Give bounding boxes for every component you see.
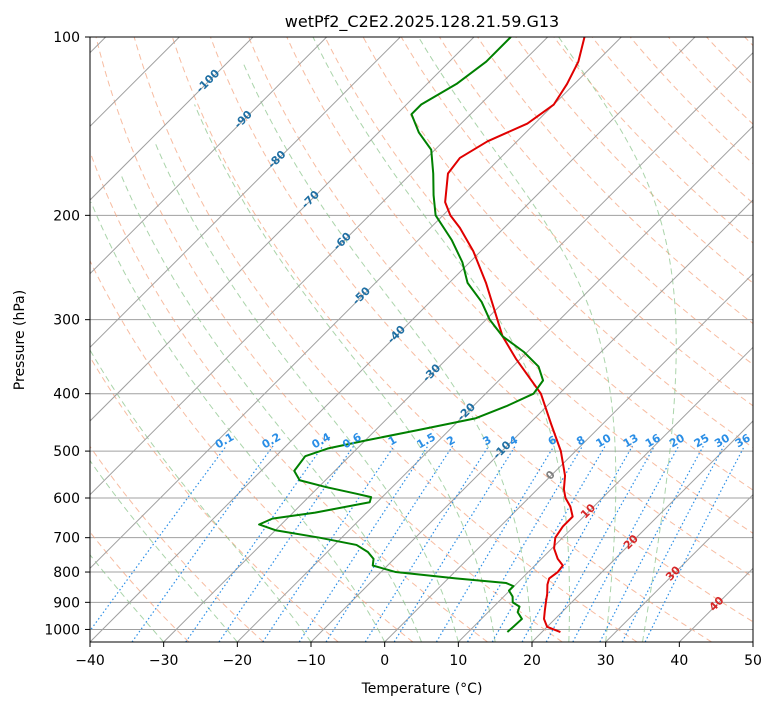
x-tick-label: 50 [744,653,762,669]
isotherm-line [90,37,328,275]
isotherm-line [605,493,753,642]
x-tick-label: 10 [449,653,467,669]
moist-adiabat-line [90,201,386,642]
mixing-ratio-line [131,445,274,642]
isotherm-line [457,346,753,642]
y-tick-label: 200 [53,208,80,224]
mixing-ratio-line [262,445,395,642]
chart-title: wetPf2_C2E2.2025.128.21.59.G13 [285,12,559,32]
dry-adiabat-line [400,37,753,407]
axis-layer: −40 −30 −20 −10 0 10 20 30 40 50 1000 900 800 700 600 5… [44,30,762,669]
x-tick-label: 30 [597,653,615,669]
isotherm-line [310,199,753,642]
moist-adiabat-line [119,173,422,642]
dry-adiabat-line [515,37,753,284]
isotherm-line [90,37,475,422]
dry-adiabat-line [90,445,264,642]
mixing-ratio-line [466,445,584,642]
y-tick-label: 900 [53,595,80,611]
isotherm-line [90,37,696,642]
moist-adiabat-line [242,61,533,642]
moist-adiabat-line [90,349,312,642]
dry-adiabat-line [133,37,638,642]
plot-background [90,37,753,642]
moist-adiabat-line [558,37,677,642]
series-layer [258,37,586,633]
y-tick-label: 700 [53,531,80,547]
isotherm-line [90,37,549,496]
mixing-ratio-line [572,445,680,642]
x-tick-label: −30 [149,653,179,669]
moist-adiabat-line [418,37,617,642]
x-tick-label: 0 [380,653,389,669]
mixing-ratio-line [621,445,725,642]
temperature-profile-line [444,37,586,633]
grid-layer [90,37,753,642]
mixing-ratio-line [298,445,429,642]
x-tick-label: 40 [670,653,688,669]
y-tick-label: 400 [53,387,80,403]
dry-adiabat-line [171,37,712,642]
mixing-ratio-line [599,445,704,642]
isotherm-line [752,641,753,642]
dry-adiabat-line [591,37,753,204]
isotherm-line [163,51,753,642]
mixing-ratio-line [364,445,490,642]
y-tick-label: 1000 [44,622,80,638]
isotherm-line [384,272,753,642]
dewpoint-profile-line [258,37,545,633]
mixing-ratio-line [644,445,746,642]
x-tick-label: −40 [75,653,105,669]
y-tick-label: 800 [53,565,80,581]
dry-adiabat-line [210,37,753,623]
y-axis-title: Pressure (hPa) [12,290,28,390]
x-tick-label: −20 [223,653,253,669]
dry-adiabat-line [324,37,753,491]
y-tick-label: 600 [53,491,80,507]
moist-adiabat-line [90,554,165,642]
y-tick-label: 100 [53,30,80,46]
mixing-ratio-line [90,445,227,632]
dry-adiabat-line [629,37,753,165]
mixing-ratio-line [521,445,634,642]
dry-adiabat-line [248,37,753,578]
y-tick-label: 300 [53,313,80,329]
y-tick-label: 500 [53,444,80,460]
isotherm-line [90,37,254,201]
dry-adiabat-line [90,259,414,642]
x-tick-label: −10 [296,653,326,669]
isotherm-line [90,37,622,570]
isotherm-line [90,37,401,349]
mixing-ratio-line [491,445,606,642]
mixing-ratio-line [545,445,656,642]
dry-adiabat-line [477,37,753,325]
isotherm-line [531,420,753,642]
x-axis-title: Temperature (°C) [361,681,483,697]
mixing-ratio-line [325,445,454,642]
moist-adiabat-line [194,104,496,642]
moist-adiabat-line [154,141,459,642]
plot-frame [89,36,754,643]
x-tick-label: 20 [523,653,541,669]
dry-adiabat-line [95,37,563,642]
